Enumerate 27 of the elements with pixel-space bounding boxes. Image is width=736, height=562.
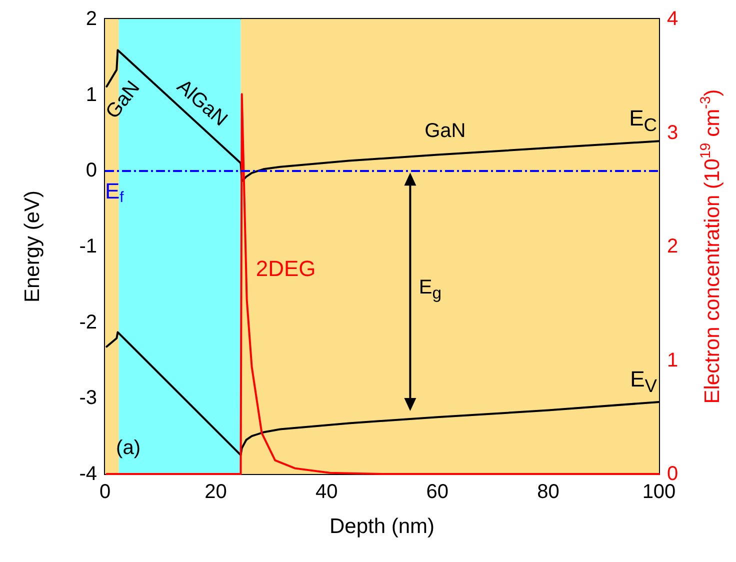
series-label: 2DEG	[256, 256, 316, 282]
y2-tick-label: 1	[667, 349, 678, 372]
x-tick-label: 80	[537, 481, 560, 503]
x-tick-label: 0	[99, 481, 111, 503]
x-tick-label: 40	[315, 481, 338, 503]
x-tick-label: 60	[426, 481, 449, 503]
annotation: GaN	[424, 120, 466, 142]
x-tick-label: 20	[204, 481, 227, 503]
line-series	[106, 49, 660, 182]
y-tick-label: 2	[86, 8, 97, 30]
y2-axis-title: Electron concentration (1019 cm-3)	[698, 89, 724, 404]
y-axis-title: Energy (eV)	[21, 190, 44, 303]
y-tick-label: -4	[79, 463, 97, 485]
series-label: E$_{C}$	[629, 106, 657, 136]
series-label: E$_{V}$	[630, 366, 657, 396]
annotation: (a)	[116, 437, 140, 460]
annotation: E$_{g}$	[418, 276, 442, 303]
y-tick-label: -1	[79, 236, 97, 258]
line-series	[106, 331, 660, 456]
y-tick-label: 0	[86, 160, 97, 182]
y-tick-label: -2	[79, 311, 97, 334]
y-tick-label: -3	[79, 387, 97, 410]
y-tick-label: 1	[86, 84, 97, 106]
y2-tick-label: 4	[667, 8, 678, 30]
x-axis-title: Depth (nm)	[329, 515, 435, 538]
y2-tick-label: 2	[667, 236, 678, 258]
y2-tick-label: 3	[667, 122, 678, 144]
